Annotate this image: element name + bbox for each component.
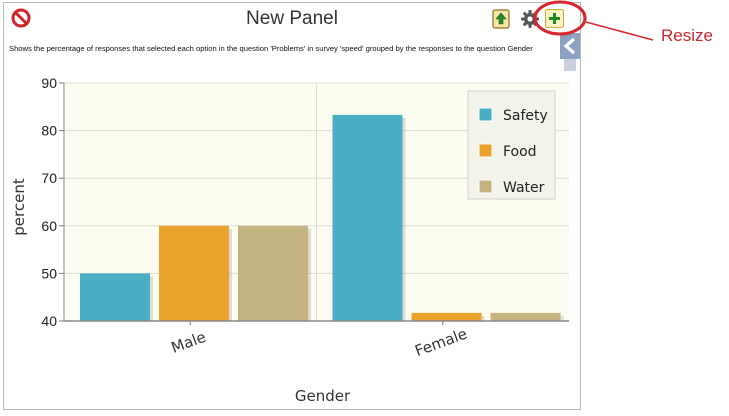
x-tick-label: Male — [169, 328, 209, 357]
legend-label: Safety — [503, 108, 548, 124]
prohibited-icon[interactable] — [11, 8, 31, 28]
y-axis-label: percent — [10, 178, 28, 236]
bar[interactable] — [332, 114, 403, 321]
scrollbar-thumb[interactable] — [564, 59, 576, 71]
panel-description: Shows the percentage of responses that s… — [9, 44, 533, 53]
chevron-left-icon — [560, 33, 580, 59]
bar[interactable] — [411, 312, 482, 321]
y-tick-label: 70 — [41, 170, 57, 186]
bar[interactable] — [490, 312, 561, 321]
y-tick-label: 90 — [41, 75, 57, 91]
export-icon[interactable] — [492, 9, 510, 29]
legend-swatch — [478, 143, 493, 158]
x-axis-label: Gender — [295, 387, 351, 405]
legend-swatch — [478, 107, 493, 122]
x-tick-label: Female — [412, 325, 469, 360]
bar[interactable] — [238, 225, 308, 321]
panel-title: New Panel — [246, 8, 338, 29]
bar-chart: 40 50 60 70 80 90 Male Female Gender percent Safet… — [10, 75, 569, 405]
chart-panel: New Panel — [3, 2, 581, 410]
legend-swatch — [478, 179, 493, 194]
bar[interactable] — [80, 273, 150, 321]
legend-label: Water — [503, 180, 545, 196]
sidebar-toggle[interactable] — [560, 33, 580, 59]
bar[interactable] — [159, 225, 229, 321]
resize-annotation-label: Resize — [661, 26, 713, 45]
y-tick-label: 80 — [41, 123, 57, 139]
y-tick-label: 40 — [41, 313, 57, 329]
legend-label: Food — [503, 144, 537, 160]
resize-callout-line — [585, 21, 654, 41]
y-tick-label: 50 — [41, 265, 57, 281]
y-tick-label: 60 — [41, 218, 57, 234]
